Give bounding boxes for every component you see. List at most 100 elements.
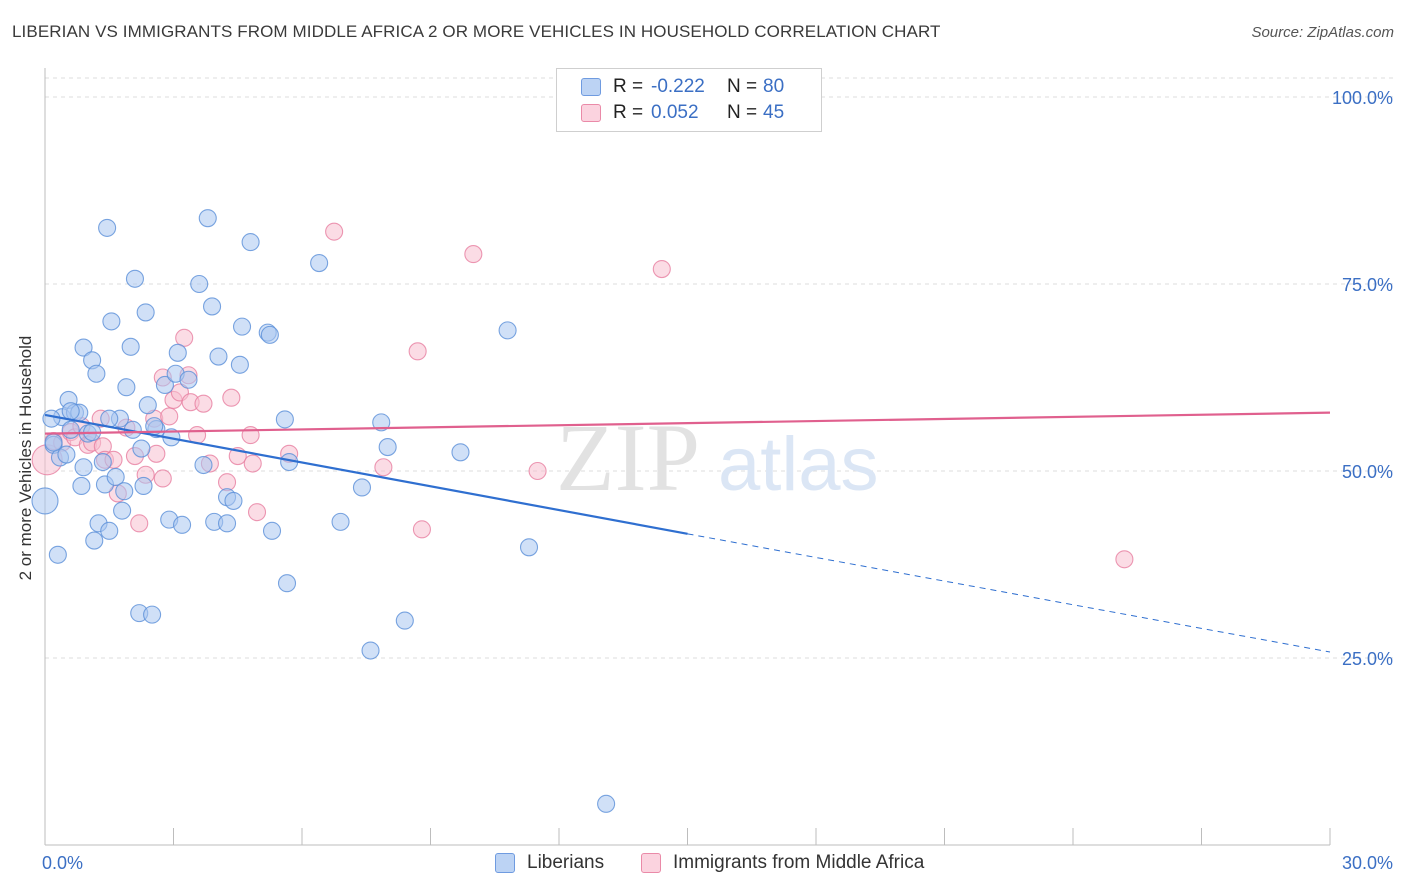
middle-africa-point — [408, 342, 427, 361]
middle-africa-trend-line — [44, 411, 1331, 435]
liberian-point — [173, 515, 192, 534]
liberian-trend-extension — [687, 533, 1331, 653]
x-tick-label: 0.0% — [42, 853, 83, 873]
liberian-point — [277, 574, 297, 593]
liberian-point — [352, 478, 372, 497]
middle-africa-point — [325, 222, 344, 241]
middle-africa-point — [412, 520, 431, 539]
liberian-point — [132, 439, 151, 458]
liberian-point — [93, 452, 112, 472]
legend-r-value: -0.222 — [651, 76, 705, 97]
liberian-point — [121, 337, 140, 356]
liberian-point — [331, 512, 350, 531]
liberian-point — [361, 641, 380, 660]
liberian-point — [395, 611, 414, 630]
legend-swatch-pink — [641, 853, 661, 873]
liberian-point — [134, 476, 153, 496]
liberian-trend-line — [44, 413, 688, 535]
trend-line-layer — [44, 411, 1331, 653]
liberian-point — [498, 321, 517, 340]
liberian-point — [136, 303, 155, 322]
watermark-atlas: atlas — [718, 422, 879, 507]
liberian-point — [138, 396, 157, 415]
liberian-point — [102, 312, 121, 331]
x-tick-label: 30.0% — [1342, 853, 1393, 873]
middle-africa-point — [528, 461, 547, 481]
legend-n-label: N = — [727, 102, 758, 123]
legend-r-value: 0.052 — [651, 102, 699, 123]
liberian-point — [74, 458, 93, 477]
liberian-point — [310, 254, 329, 273]
liberian-point — [378, 438, 397, 457]
liberian-point — [372, 413, 391, 432]
middle-africa-point — [160, 407, 179, 426]
liberian-point — [232, 317, 252, 336]
middle-africa-point — [153, 469, 172, 488]
legend-label-liberians: Liberians — [527, 852, 605, 873]
legend-label-middle-africa: Immigrants from Middle Africa — [673, 852, 925, 873]
chart-title: LIBERIAN VS IMMIGRANTS FROM MIDDLE AFRIC… — [12, 22, 941, 41]
legend-swatch-blue — [495, 853, 515, 873]
liberian-point — [72, 476, 91, 496]
y-axis-label: 2 or more Vehicles in Household — [16, 335, 35, 581]
liberian-point — [42, 409, 61, 428]
liberian-point — [179, 370, 198, 389]
legend-item-liberians[interactable]: Liberians — [495, 852, 604, 874]
watermark-zip: ZIP — [556, 404, 700, 511]
watermark: ZIP atlas — [556, 404, 879, 511]
liberian-point — [262, 521, 282, 540]
middle-africa-point — [194, 394, 213, 413]
liberian-point — [98, 218, 117, 237]
y-tick-label: 100.0% — [1332, 88, 1393, 108]
liberian-point — [451, 443, 470, 462]
middle-africa-point — [1115, 550, 1134, 569]
legend-swatch-pink — [581, 104, 601, 122]
liberian-point — [61, 402, 80, 421]
legend-swatch-blue — [581, 78, 601, 96]
liberian-point — [31, 487, 59, 515]
liberian-point — [217, 514, 237, 533]
liberian-point — [155, 375, 174, 395]
y-tick-label: 25.0% — [1342, 649, 1393, 669]
legend-n-label: N = — [727, 76, 758, 97]
liberian-point — [115, 482, 134, 501]
middle-africa-point — [374, 458, 393, 477]
legend-r-label: R = — [613, 76, 644, 97]
middle-africa-point — [247, 503, 267, 522]
middle-africa-point — [464, 245, 483, 264]
liberian-point — [190, 274, 209, 294]
legend-r-label: R = — [613, 102, 644, 123]
liberian-point — [87, 364, 106, 383]
legend-n-value: 80 — [763, 76, 785, 97]
liberian-point — [48, 545, 67, 564]
liberian-point — [117, 378, 136, 397]
middle-africa-point — [175, 328, 194, 347]
liberian-point — [100, 521, 119, 540]
liberian-point — [61, 420, 80, 439]
liberian-point — [260, 325, 279, 344]
liberian-point — [519, 538, 539, 557]
liberian-point — [597, 794, 616, 813]
middle-africa-point — [652, 259, 671, 279]
stats-legend: R = -0.222 N = 80 R = 0.052 N = 45 — [556, 68, 822, 132]
liberian-point — [198, 209, 217, 228]
tick-label-layer: 100.0% 75.0% 50.0% 25.0% 0.0% 30.0% — [42, 88, 1393, 873]
liberian-point — [241, 233, 260, 252]
liberian-point — [113, 501, 132, 520]
liberian-point — [194, 455, 213, 475]
y-tick-label: 75.0% — [1342, 275, 1393, 295]
legend-n-value: 45 — [763, 102, 785, 123]
liberian-point — [224, 491, 243, 510]
liberian-point — [125, 269, 144, 288]
middle-africa-point — [222, 388, 241, 407]
point-layer — [31, 209, 1134, 813]
legend-row-middle-africa: R = 0.052 N = 45 — [581, 101, 784, 125]
liberian-point — [143, 605, 162, 624]
liberian-point — [230, 355, 249, 374]
legend-item-middle-africa[interactable]: Immigrants from Middle Africa — [641, 852, 924, 874]
liberian-point — [106, 467, 125, 487]
legend-row-liberians: R = -0.222 N = 80 — [581, 75, 784, 99]
liberian-point — [275, 410, 294, 429]
middle-africa-point — [243, 454, 262, 473]
